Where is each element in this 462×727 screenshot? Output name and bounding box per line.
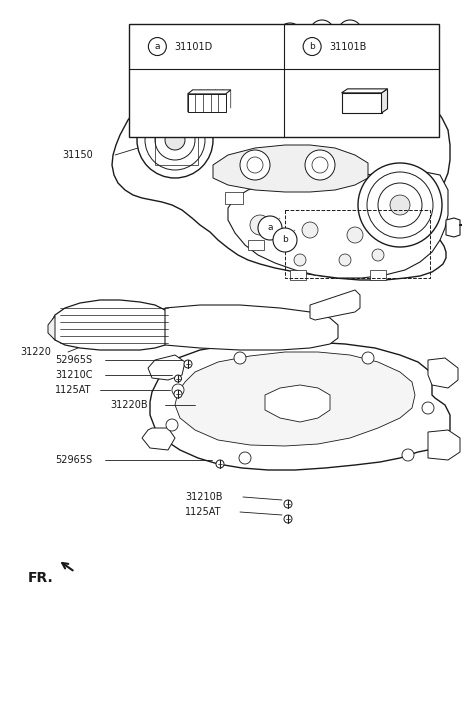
Circle shape <box>174 390 182 398</box>
Circle shape <box>258 216 282 240</box>
Polygon shape <box>290 270 306 280</box>
Circle shape <box>278 23 302 47</box>
Circle shape <box>216 460 224 468</box>
Circle shape <box>240 150 270 180</box>
Polygon shape <box>428 358 458 388</box>
Circle shape <box>396 36 420 60</box>
Polygon shape <box>325 88 345 104</box>
Circle shape <box>302 222 318 238</box>
Circle shape <box>171 31 195 55</box>
Polygon shape <box>310 290 360 320</box>
Text: b: b <box>282 236 288 244</box>
Polygon shape <box>225 192 243 204</box>
Polygon shape <box>320 80 348 98</box>
Circle shape <box>294 254 306 266</box>
Text: a: a <box>267 223 273 233</box>
Polygon shape <box>382 89 388 113</box>
Circle shape <box>358 163 442 247</box>
Text: 31210C: 31210C <box>55 370 92 380</box>
Polygon shape <box>155 118 198 165</box>
Circle shape <box>250 215 270 235</box>
Circle shape <box>243 26 267 50</box>
Text: 52965S: 52965S <box>55 355 92 365</box>
Polygon shape <box>228 170 448 278</box>
Polygon shape <box>348 78 368 93</box>
Text: a: a <box>319 28 325 36</box>
Polygon shape <box>112 57 450 280</box>
Circle shape <box>234 352 246 364</box>
Polygon shape <box>188 90 231 94</box>
Text: 31150: 31150 <box>62 150 93 160</box>
Circle shape <box>303 38 321 55</box>
Circle shape <box>413 40 437 64</box>
Circle shape <box>362 352 374 364</box>
Polygon shape <box>142 428 175 450</box>
Circle shape <box>422 402 434 414</box>
Text: 1125AT: 1125AT <box>55 385 91 395</box>
Circle shape <box>165 130 185 150</box>
Polygon shape <box>341 89 388 93</box>
Text: a: a <box>180 39 186 47</box>
Polygon shape <box>50 300 175 350</box>
Polygon shape <box>148 355 185 380</box>
Text: 52965S: 52965S <box>55 455 92 465</box>
Polygon shape <box>48 316 55 340</box>
Circle shape <box>172 384 184 396</box>
Polygon shape <box>278 82 306 100</box>
Text: 31220B: 31220B <box>110 400 148 410</box>
Text: a: a <box>252 33 258 42</box>
Text: a: a <box>155 42 160 51</box>
Circle shape <box>284 500 292 508</box>
Text: 31210B: 31210B <box>185 492 223 502</box>
Circle shape <box>347 227 363 243</box>
Text: a: a <box>405 44 411 52</box>
Text: 1125AT: 1125AT <box>185 507 221 517</box>
Circle shape <box>402 449 414 461</box>
Polygon shape <box>213 145 368 192</box>
Circle shape <box>372 249 384 261</box>
Polygon shape <box>188 94 226 112</box>
Polygon shape <box>265 385 330 422</box>
Circle shape <box>339 254 351 266</box>
Polygon shape <box>446 218 460 237</box>
Circle shape <box>305 150 335 180</box>
Text: FR.: FR. <box>28 571 54 585</box>
Text: b: b <box>309 42 315 51</box>
Polygon shape <box>150 342 450 470</box>
Circle shape <box>284 515 292 523</box>
Circle shape <box>239 452 251 464</box>
FancyBboxPatch shape <box>129 24 439 137</box>
Polygon shape <box>370 270 386 280</box>
Circle shape <box>166 419 178 431</box>
Circle shape <box>148 38 166 55</box>
Circle shape <box>184 360 192 368</box>
Text: a: a <box>422 47 428 57</box>
Circle shape <box>175 375 182 382</box>
Text: a: a <box>347 28 353 36</box>
Circle shape <box>273 228 297 252</box>
Polygon shape <box>428 430 460 460</box>
Polygon shape <box>175 352 415 446</box>
Text: 31101D: 31101D <box>174 41 213 52</box>
Circle shape <box>310 20 334 44</box>
Polygon shape <box>165 305 338 350</box>
Text: 31101B: 31101B <box>329 41 366 52</box>
Polygon shape <box>155 58 418 120</box>
Polygon shape <box>248 240 264 250</box>
Circle shape <box>337 114 353 130</box>
Circle shape <box>338 20 362 44</box>
Text: 31220: 31220 <box>20 347 51 357</box>
Circle shape <box>137 102 213 178</box>
Text: a: a <box>287 31 293 39</box>
Circle shape <box>282 117 298 133</box>
Polygon shape <box>341 93 382 113</box>
Polygon shape <box>285 88 308 105</box>
Circle shape <box>390 195 410 215</box>
